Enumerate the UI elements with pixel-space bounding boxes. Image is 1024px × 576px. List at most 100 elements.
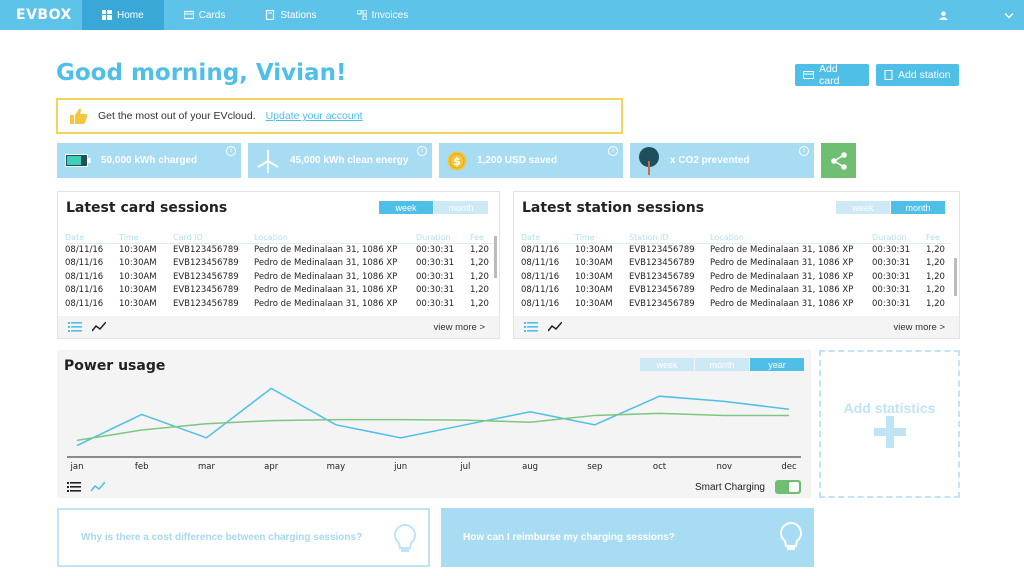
toggle-year[interactable]: year bbox=[750, 358, 804, 371]
add-card-button[interactable]: Add card bbox=[795, 63, 869, 87]
coin-icon: $ bbox=[447, 151, 467, 170]
invoices-icon bbox=[356, 10, 367, 20]
toggle-month[interactable]: month bbox=[891, 201, 945, 214]
update-account-link[interactable]: Update your account bbox=[265, 110, 363, 122]
line-chart-icon[interactable] bbox=[91, 482, 105, 492]
nav-stations[interactable]: Stations bbox=[245, 0, 336, 30]
user-menu[interactable] bbox=[939, 0, 1024, 30]
smart-charging-toggle[interactable] bbox=[775, 480, 801, 494]
toggle-week[interactable]: week bbox=[379, 201, 433, 214]
line-chart-icon[interactable] bbox=[548, 322, 562, 332]
table-cell: EVB123456789 bbox=[173, 271, 239, 282]
table-cell: 10:30AM bbox=[575, 271, 613, 282]
table-cell: 10:30AM bbox=[119, 258, 157, 269]
power-footer: Smart Charging bbox=[57, 476, 811, 498]
table-cell: 00:30:31 bbox=[416, 298, 455, 309]
table-row[interactable]: 08/11/16 10:30AM EVB123456789 Pedro de Medi… bbox=[521, 270, 950, 284]
promo-banner: Get the most out of your EVcloud. Update… bbox=[56, 98, 623, 134]
nav-stations-label: Stations bbox=[280, 9, 317, 21]
nav-home-label: Home bbox=[117, 9, 144, 21]
table-cell: Pedro de Medinalaan 31, 1086 XP bbox=[710, 271, 854, 282]
table-cell: 08/11/16 bbox=[65, 285, 104, 296]
station-sessions-table: Date Time Station ID Location Duration F… bbox=[521, 232, 950, 311]
stat-charged-label: 50,000 kWh charged bbox=[101, 155, 198, 166]
faq-reimburse-text: How can I reimburse my charging sessions… bbox=[463, 532, 675, 543]
table-row[interactable]: 08/11/16 10:30AM EVB123456789 Pedro de Medi… bbox=[65, 284, 494, 298]
col-location: Location bbox=[254, 232, 416, 244]
table-cell: 08/11/16 bbox=[521, 258, 560, 269]
table-cell: EVB123456789 bbox=[629, 298, 695, 309]
table-cell: 08/11/16 bbox=[521, 245, 560, 255]
info-icon[interactable]: i bbox=[226, 146, 236, 156]
x-tick-label: apr bbox=[264, 462, 279, 472]
line-chart-icon[interactable] bbox=[92, 322, 106, 332]
lightbulb-icon bbox=[394, 524, 416, 552]
scrollbar[interactable] bbox=[954, 258, 957, 296]
toggle-week[interactable]: week bbox=[640, 358, 694, 371]
table-cell: Pedro de Medinalaan 31, 1086 XP bbox=[710, 258, 854, 269]
user-icon bbox=[939, 10, 948, 20]
table-cell: 10:30AM bbox=[575, 298, 613, 309]
table-row[interactable]: 08/11/16 10:30AM EVB123456789 Pedro de Medi… bbox=[65, 270, 494, 284]
card-sessions-title: Latest card sessions bbox=[66, 200, 228, 216]
add-statistics-card[interactable]: Add statistics bbox=[819, 350, 960, 498]
toggle-week[interactable]: week bbox=[836, 201, 890, 214]
card-sessions-toggle: week month bbox=[379, 201, 488, 214]
table-row[interactable]: 08/11/16 10:30AM EVB123456789 Pedro de Medi… bbox=[521, 257, 950, 271]
table-row[interactable]: 08/11/16 10:30AM EVB123456789 Pedro de Medi… bbox=[65, 297, 494, 311]
share-icon bbox=[830, 151, 847, 170]
table-cell: 08/11/16 bbox=[521, 271, 560, 282]
table-cell: 00:30:31 bbox=[416, 258, 455, 269]
table-row[interactable]: 08/11/16 10:30AM EVB123456789 Pedro de Medi… bbox=[65, 243, 494, 257]
table-row[interactable]: 08/11/16 10:30AM EVB123456789 Pedro de Medi… bbox=[521, 243, 950, 257]
faq-cost-difference[interactable]: Why is there a cost difference between c… bbox=[57, 508, 430, 567]
table-row[interactable]: 08/11/16 10:30AM EVB123456789 Pedro de Medi… bbox=[65, 257, 494, 271]
nav-cards[interactable]: Cards bbox=[164, 0, 246, 30]
nav-invoices[interactable]: Invoices bbox=[337, 0, 429, 30]
table-cell: 1,20 bbox=[470, 298, 489, 309]
stat-co2-label: x CO2 prevented bbox=[670, 155, 750, 166]
stat-clean-energy-label: 45,000 kWh clean energy bbox=[290, 155, 409, 166]
chevron-down-icon bbox=[1004, 12, 1014, 18]
table-cell: Pedro de Medinalaan 31, 1086 XP bbox=[254, 298, 398, 309]
x-tick-label: may bbox=[327, 462, 346, 472]
x-tick-label: jun bbox=[393, 462, 407, 472]
add-station-button[interactable]: Add station bbox=[876, 64, 959, 86]
station-icon bbox=[266, 10, 275, 20]
x-tick-label: mar bbox=[198, 462, 215, 472]
table-cell: Pedro de Medinalaan 31, 1086 XP bbox=[254, 258, 398, 269]
list-icon[interactable] bbox=[67, 482, 81, 492]
table-row[interactable]: 08/11/16 10:30AM EVB123456789 Pedro de Medi… bbox=[521, 284, 950, 298]
x-tick-label: jan bbox=[70, 462, 84, 472]
table-cell: 00:30:31 bbox=[872, 298, 911, 309]
table-cell: Pedro de Medinalaan 31, 1086 XP bbox=[254, 271, 398, 282]
share-button[interactable] bbox=[821, 143, 856, 178]
station-sessions-footer: view more > bbox=[514, 316, 959, 338]
table-cell: EVB123456789 bbox=[173, 298, 239, 309]
nav-home[interactable]: Home bbox=[82, 0, 164, 30]
faq-reimburse[interactable]: How can I reimburse my charging sessions… bbox=[441, 508, 814, 567]
col-time: Time bbox=[119, 232, 173, 244]
list-icon[interactable] bbox=[524, 322, 538, 332]
scrollbar[interactable] bbox=[494, 236, 497, 278]
station-sessions-panel: Latest station sessions week month Date … bbox=[513, 191, 960, 339]
list-icon[interactable] bbox=[68, 322, 82, 332]
col-duration: Duration bbox=[872, 232, 926, 244]
info-icon[interactable]: i bbox=[799, 146, 809, 156]
info-icon[interactable]: i bbox=[417, 146, 427, 156]
table-row[interactable]: 08/11/16 10:30AM EVB123456789 Pedro de Medi… bbox=[521, 297, 950, 311]
smart-charging-label: Smart Charging bbox=[694, 481, 765, 493]
stat-charged: 50,000 kWh charged i bbox=[57, 143, 241, 178]
station-sessions-view-more[interactable]: view more > bbox=[893, 321, 945, 333]
table-cell: 1,20 bbox=[470, 258, 489, 269]
toggle-month[interactable]: month bbox=[695, 358, 749, 371]
nav-invoices-label: Invoices bbox=[371, 9, 409, 21]
col-time: Time bbox=[575, 232, 629, 244]
card-sessions-view-more[interactable]: view more > bbox=[433, 321, 485, 333]
info-icon[interactable]: i bbox=[608, 146, 618, 156]
toggle-month[interactable]: month bbox=[434, 201, 488, 214]
x-tick-label: aug bbox=[522, 462, 538, 472]
thumbs-up-icon bbox=[70, 108, 88, 124]
svg-text:$: $ bbox=[453, 155, 461, 168]
logo[interactable]: EVBOX bbox=[16, 7, 72, 23]
